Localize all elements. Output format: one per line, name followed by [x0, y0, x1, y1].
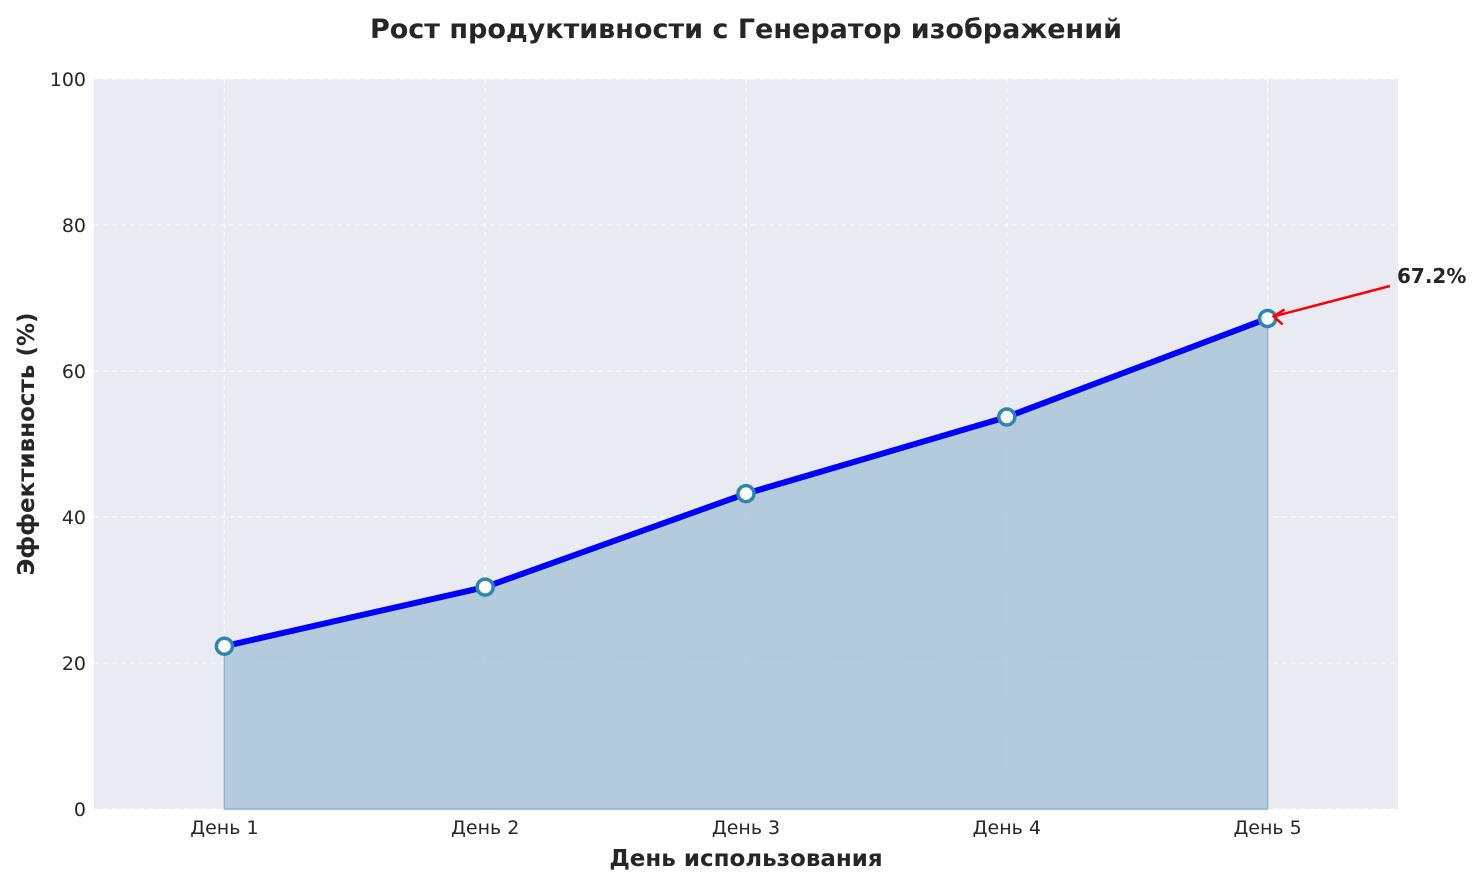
data-point: [214, 636, 235, 656]
data-point: [736, 483, 756, 504]
y-tick-label: 60: [62, 361, 86, 383]
y-tick-label: 40: [62, 507, 86, 529]
chart-title: Рост продуктивности с Генератор изображе…: [370, 14, 1122, 45]
area-layer: [214, 308, 1278, 810]
data-point: [997, 407, 1017, 427]
x-tick-label: День 1: [190, 817, 258, 839]
y-axis-label: Эффективность (%): [14, 312, 40, 575]
x-axis-label: День использования: [609, 846, 882, 872]
annotation-label: 67.2%: [1397, 264, 1466, 288]
x-tick-label: День 3: [712, 817, 780, 839]
y-tick-label: 100: [50, 69, 86, 91]
y-tick-label: 0: [74, 799, 86, 821]
x-tick-label: День 4: [973, 817, 1041, 839]
y-tick-label: 20: [62, 653, 86, 675]
x-tick-label: День 2: [451, 817, 519, 839]
ticks: 0 20 40 60 80 100 День 1 День 2 День 3 День 4 День…: [50, 69, 1302, 839]
annotation-arrowhead: [1271, 308, 1286, 326]
data-point: [1257, 308, 1278, 329]
data-point: [475, 577, 495, 597]
annotation: 67.2%: [1271, 264, 1466, 326]
x-tick-label: День 5: [1233, 817, 1301, 839]
annotation-arrow: [1273, 284, 1391, 318]
y-tick-label: 80: [62, 215, 86, 237]
